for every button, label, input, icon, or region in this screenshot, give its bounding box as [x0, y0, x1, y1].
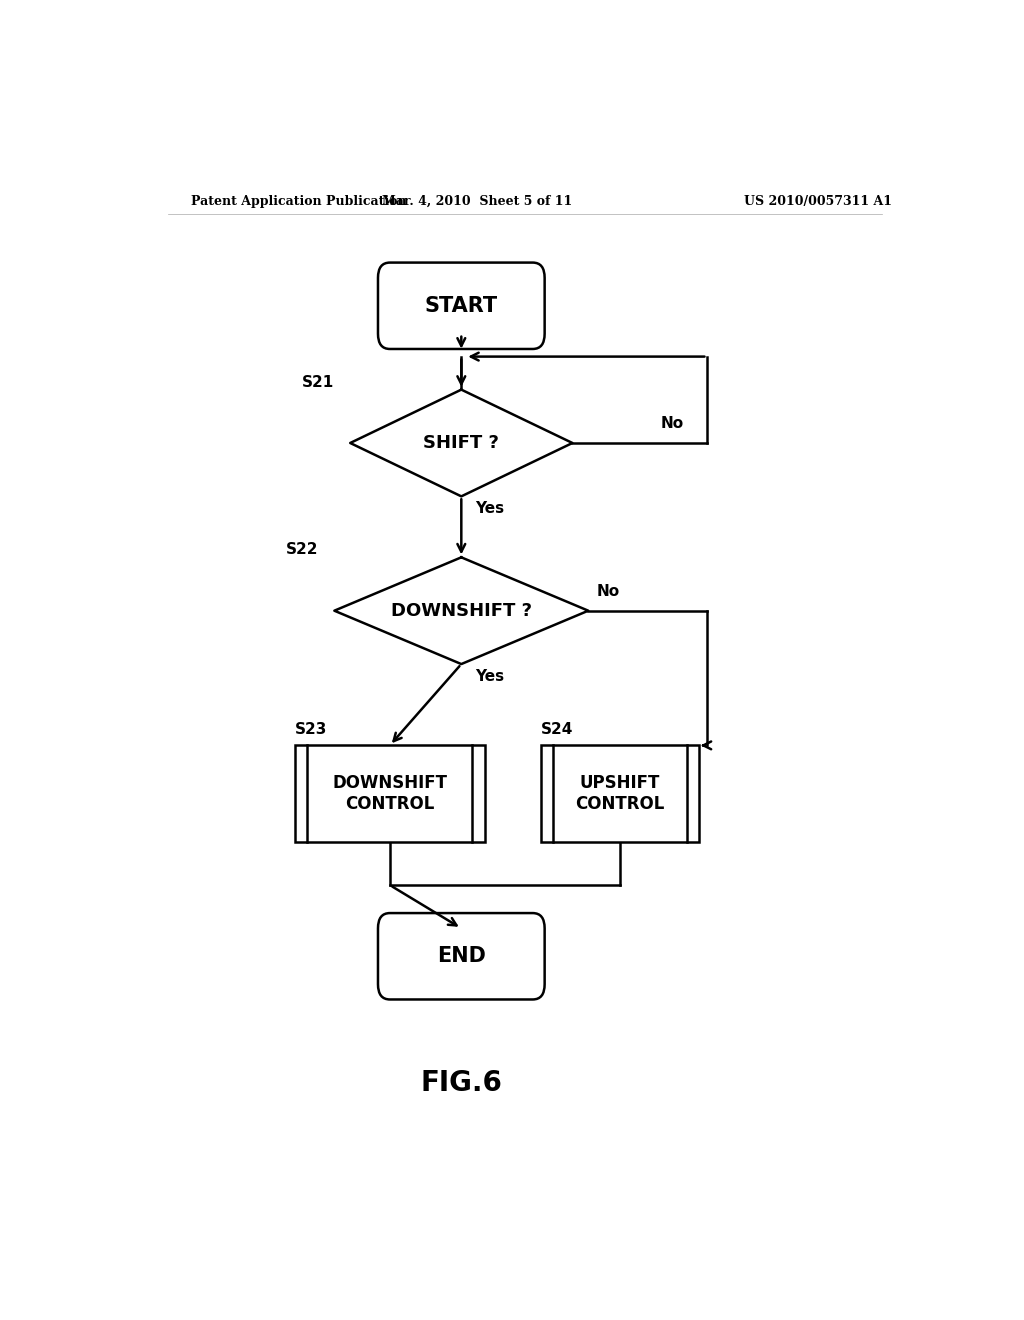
Text: Yes: Yes [475, 669, 505, 684]
Text: Mar. 4, 2010  Sheet 5 of 11: Mar. 4, 2010 Sheet 5 of 11 [382, 194, 572, 207]
Text: S21: S21 [302, 375, 334, 389]
Text: SHIFT ?: SHIFT ? [423, 434, 500, 451]
Text: S22: S22 [286, 543, 318, 557]
Text: No: No [660, 416, 684, 430]
Text: UPSHIFT
CONTROL: UPSHIFT CONTROL [575, 775, 665, 813]
Bar [541, 746, 699, 842]
Text: END: END [437, 946, 485, 966]
Text: Patent Application Publication: Patent Application Publication [191, 194, 407, 207]
Text: No: No [596, 583, 620, 598]
Text: DOWNSHIFT ?: DOWNSHIFT ? [391, 602, 531, 619]
FancyBboxPatch shape [378, 263, 545, 348]
Text: DOWNSHIFT
CONTROL: DOWNSHIFT CONTROL [333, 775, 447, 813]
Text: S23: S23 [295, 722, 327, 738]
Bar [295, 746, 485, 842]
Text: S24: S24 [541, 722, 573, 738]
Text: US 2010/0057311 A1: US 2010/0057311 A1 [744, 194, 893, 207]
Text: FIG.6: FIG.6 [421, 1069, 502, 1097]
Text: START: START [425, 296, 498, 315]
Text: Yes: Yes [475, 502, 505, 516]
FancyBboxPatch shape [378, 913, 545, 999]
